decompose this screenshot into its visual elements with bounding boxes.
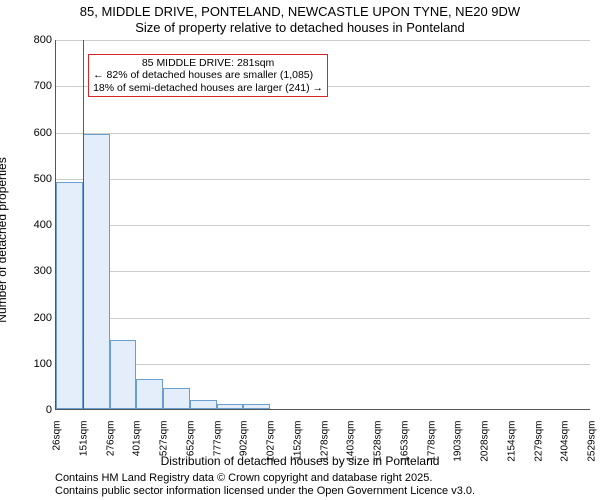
annotation-line: 18% of semi-detached houses are larger (… bbox=[93, 82, 323, 95]
y-tick-label: 100 bbox=[34, 358, 52, 370]
histogram-bar bbox=[217, 404, 244, 409]
y-tick-label: 0 bbox=[46, 404, 52, 416]
annotation-box: 85 MIDDLE DRIVE: 281sqm← 82% of detached… bbox=[88, 54, 328, 98]
annotation-line: 85 MIDDLE DRIVE: 281sqm bbox=[93, 57, 323, 70]
gridline bbox=[56, 318, 590, 319]
y-tick-label: 200 bbox=[34, 312, 52, 324]
gridline bbox=[56, 179, 590, 180]
x-tick-label: 777sqm bbox=[212, 417, 223, 457]
reference-line bbox=[83, 40, 84, 409]
histogram-bar bbox=[163, 388, 190, 409]
histogram-bar bbox=[136, 379, 163, 409]
histogram-bar bbox=[190, 400, 217, 409]
title-line-2: Size of property relative to detached ho… bbox=[0, 20, 600, 36]
gridline bbox=[56, 225, 590, 226]
gridline bbox=[56, 271, 590, 272]
x-tick-label: 401sqm bbox=[132, 417, 143, 457]
x-axis-label: Distribution of detached houses by size … bbox=[0, 454, 600, 468]
histogram-bar bbox=[83, 134, 110, 409]
y-tick-label: 300 bbox=[34, 265, 52, 277]
histogram-bar bbox=[56, 182, 83, 409]
y-tick-label: 400 bbox=[34, 219, 52, 231]
gridline bbox=[56, 40, 590, 41]
annotation-line: ← 82% of detached houses are smaller (1,… bbox=[93, 69, 323, 82]
y-tick-label: 700 bbox=[34, 80, 52, 92]
chart-title: 85, MIDDLE DRIVE, PONTELAND, NEWCASTLE U… bbox=[0, 4, 600, 36]
y-tick-label: 500 bbox=[34, 173, 52, 185]
title-line-1: 85, MIDDLE DRIVE, PONTELAND, NEWCASTLE U… bbox=[0, 4, 600, 20]
footer-line-2: Contains public sector information licen… bbox=[55, 485, 475, 498]
x-tick-label: 26sqm bbox=[52, 417, 63, 451]
footer-line-1: Contains HM Land Registry data © Crown c… bbox=[55, 472, 475, 485]
histogram-bar bbox=[110, 340, 137, 409]
y-tick-label: 800 bbox=[34, 34, 52, 46]
x-tick-label: 527sqm bbox=[159, 417, 170, 457]
x-tick-label: 902sqm bbox=[239, 417, 250, 457]
chart-container: 85, MIDDLE DRIVE, PONTELAND, NEWCASTLE U… bbox=[0, 0, 600, 500]
x-tick-label: 652sqm bbox=[185, 417, 196, 457]
x-tick-label: 151sqm bbox=[78, 417, 89, 457]
x-tick-label: 276sqm bbox=[105, 417, 116, 457]
footer-attribution: Contains HM Land Registry data © Crown c… bbox=[55, 472, 475, 498]
y-tick-label: 600 bbox=[34, 127, 52, 139]
histogram-bar bbox=[243, 404, 270, 409]
gridline bbox=[56, 133, 590, 134]
plot-area: 010020030040050060070080026sqm151sqm276s… bbox=[55, 40, 590, 410]
